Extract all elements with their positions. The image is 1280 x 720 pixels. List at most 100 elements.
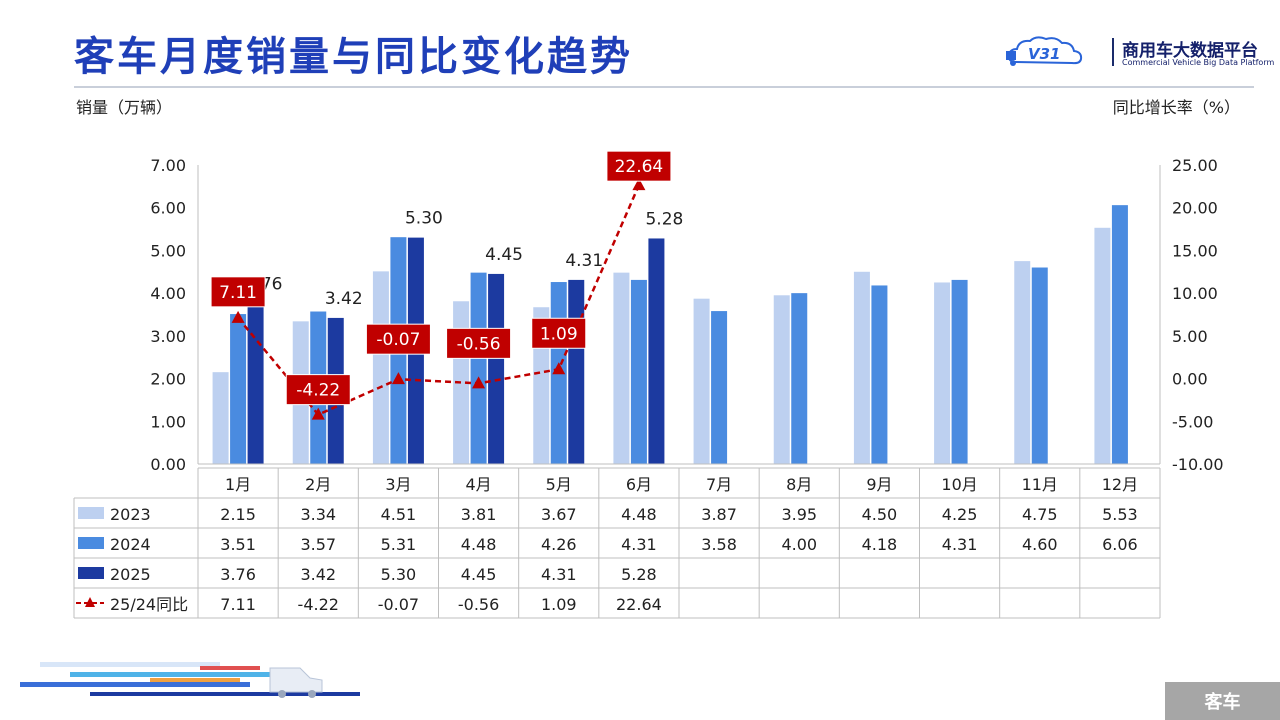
x-tick-label: 4月 bbox=[465, 475, 491, 494]
bar-2023 bbox=[212, 372, 229, 464]
bar-2023 bbox=[372, 271, 389, 464]
bar-2024 bbox=[230, 314, 247, 464]
x-tick-label: 3月 bbox=[385, 475, 411, 494]
yoy-label-box bbox=[365, 323, 431, 355]
y-tick-label: 6.00 bbox=[150, 199, 186, 218]
bar-2025 bbox=[488, 273, 505, 464]
bar-2024 bbox=[791, 293, 808, 464]
table-cell: 4.51 bbox=[381, 505, 417, 524]
table-cell: 4.45 bbox=[461, 565, 497, 584]
y-tick-label: 4.00 bbox=[150, 284, 186, 303]
logo-divider bbox=[1112, 38, 1114, 66]
platform-logo: V31 商用车大数据平台 Commercial Vehicle Big Data… bbox=[1006, 34, 1274, 74]
bar-value-label-2025: 3.42 bbox=[325, 289, 363, 309]
bar-2024 bbox=[470, 272, 487, 464]
table-cell: 7.11 bbox=[220, 595, 256, 614]
bar-value-label-2025: 4.45 bbox=[485, 245, 523, 265]
yoy-label-box bbox=[606, 150, 672, 182]
yoy-point bbox=[552, 362, 566, 375]
table-cell: 4.31 bbox=[942, 535, 978, 554]
page-title: 客车月度销量与同比变化趋势 bbox=[74, 34, 633, 80]
table-cell: 3.57 bbox=[300, 535, 336, 554]
x-tick-label: 8月 bbox=[786, 475, 812, 494]
table-cell: 4.60 bbox=[1022, 535, 1058, 554]
table-cell: 3.34 bbox=[300, 505, 336, 524]
yoy-label-box bbox=[210, 276, 266, 308]
y2-tick-label: -5.00 bbox=[1172, 412, 1213, 431]
yoy-label-box bbox=[285, 374, 351, 406]
bar-2024 bbox=[711, 311, 728, 464]
x-tick-label: 10月 bbox=[941, 475, 977, 494]
bar-2023 bbox=[934, 282, 951, 464]
yoy-label: 7.11 bbox=[219, 283, 257, 303]
y-tick-label: 1.00 bbox=[150, 412, 186, 431]
bar-2024 bbox=[1111, 205, 1128, 464]
y-tick-label: 2.00 bbox=[150, 370, 186, 389]
yoy-label: -4.22 bbox=[296, 381, 340, 401]
legend-swatch bbox=[78, 507, 104, 519]
title-divider bbox=[74, 86, 1254, 88]
table-cell: 1.09 bbox=[541, 595, 577, 614]
table-cell: 4.31 bbox=[541, 565, 577, 584]
bar-2024 bbox=[1031, 267, 1048, 464]
table-cell: -0.07 bbox=[378, 595, 419, 614]
v31-cloud-logo-icon: V31 bbox=[1006, 36, 1083, 66]
table-cell: 6.06 bbox=[1102, 535, 1138, 554]
x-tick-label: 9月 bbox=[866, 475, 892, 494]
bar-2024 bbox=[871, 285, 888, 464]
bar-2025 bbox=[648, 238, 665, 464]
legend-swatch bbox=[78, 537, 104, 549]
yoy-label: 22.64 bbox=[615, 157, 664, 177]
x-tick-label: 7月 bbox=[706, 475, 732, 494]
x-tick-label: 1月 bbox=[225, 475, 251, 494]
bar-2023 bbox=[613, 272, 630, 464]
table-cell: 3.87 bbox=[701, 505, 737, 524]
yoy-label: -0.56 bbox=[457, 334, 501, 354]
legend-label: 2023 bbox=[110, 505, 151, 524]
table-cell: 3.58 bbox=[701, 535, 737, 554]
yoy-point bbox=[472, 376, 486, 389]
y-tick-label: 5.00 bbox=[150, 241, 186, 260]
yoy-label-box bbox=[446, 327, 512, 359]
y-tick-label: 0.00 bbox=[150, 455, 186, 474]
table-cell: 3.95 bbox=[781, 505, 817, 524]
logo-badge-text: V31 bbox=[1028, 45, 1060, 63]
y2-tick-label: 20.00 bbox=[1172, 199, 1218, 218]
x-tick-label: 12月 bbox=[1102, 475, 1138, 494]
x-tick-label: 11月 bbox=[1022, 475, 1058, 494]
table-cell: 4.26 bbox=[541, 535, 577, 554]
bar-2023 bbox=[693, 298, 710, 464]
table-cell: 4.48 bbox=[461, 535, 497, 554]
table-cell: 5.28 bbox=[621, 565, 657, 584]
y2-tick-label: 10.00 bbox=[1172, 284, 1218, 303]
table-cell: -4.22 bbox=[298, 595, 339, 614]
table-cell: 3.76 bbox=[220, 565, 256, 584]
yoy-point bbox=[391, 372, 405, 385]
table-cell: 4.48 bbox=[621, 505, 657, 524]
y2-tick-label: 5.00 bbox=[1172, 327, 1208, 346]
legend-swatch bbox=[78, 567, 104, 579]
bar-value-label-2025: 5.30 bbox=[405, 209, 443, 229]
table-cell: 3.51 bbox=[220, 535, 256, 554]
yoy-label: -0.07 bbox=[376, 330, 420, 350]
y-tick-label: 7.00 bbox=[150, 156, 186, 175]
x-tick-label: 5月 bbox=[546, 475, 572, 494]
table-cell: 5.53 bbox=[1102, 505, 1138, 524]
bar-value-label-2025: 4.31 bbox=[565, 251, 603, 271]
table-cell: 3.81 bbox=[461, 505, 497, 524]
bar-2023 bbox=[853, 271, 870, 464]
table-cell: 2.15 bbox=[220, 505, 256, 524]
legend-label: 2025 bbox=[110, 565, 151, 584]
bar-2025 bbox=[568, 279, 585, 464]
y2-tick-label: 25.00 bbox=[1172, 156, 1218, 175]
logo-subtitle: Commercial Vehicle Big Data Platform bbox=[1122, 58, 1275, 67]
yoy-point bbox=[311, 407, 325, 420]
table-cell: 5.30 bbox=[381, 565, 417, 584]
bar-2024 bbox=[630, 279, 647, 464]
legend-label: 25/24同比 bbox=[110, 595, 188, 614]
yoy-point bbox=[231, 310, 245, 323]
yoy-label-box bbox=[531, 317, 587, 349]
bar-2023 bbox=[773, 295, 790, 464]
legend-label: 2024 bbox=[110, 535, 151, 554]
left-axis-unit: 销量（万辆） bbox=[76, 98, 173, 117]
